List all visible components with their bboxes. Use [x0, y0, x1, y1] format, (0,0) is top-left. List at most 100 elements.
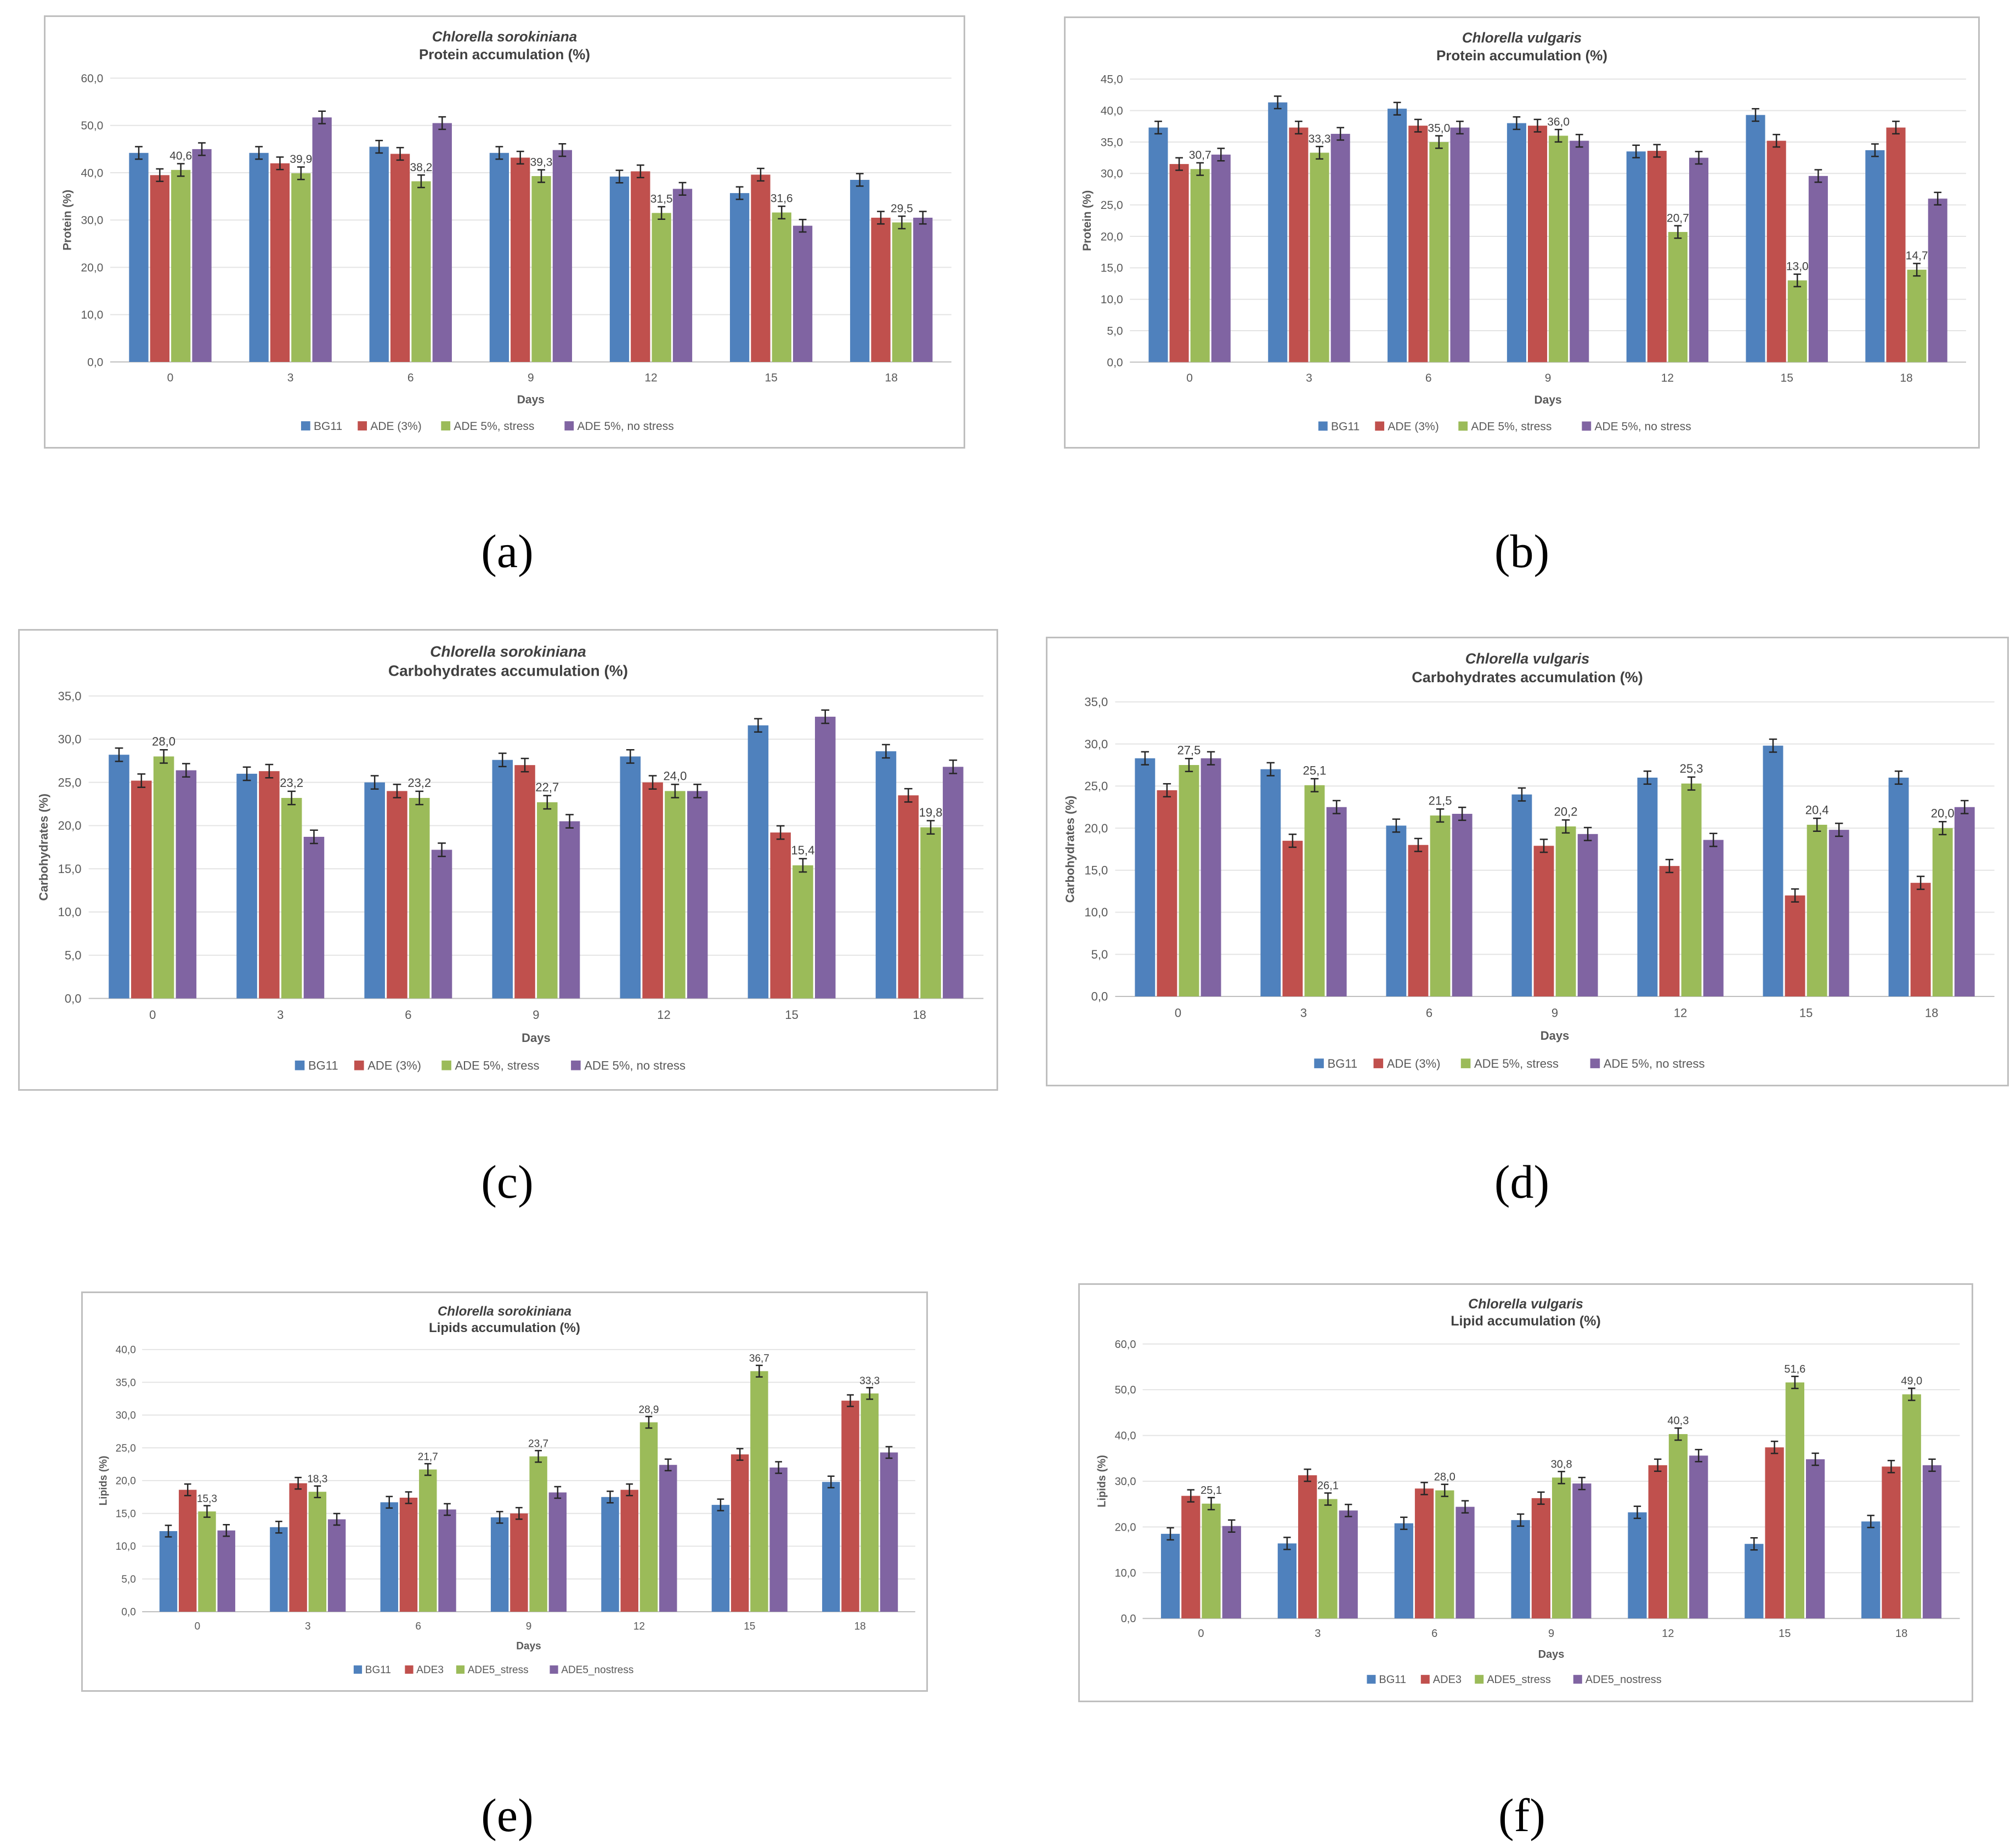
bar-bg11-day-3 [249, 152, 269, 362]
legend-label: BG11 [314, 420, 342, 433]
y-tick-label: 25,0 [58, 775, 82, 789]
legend-label: ADE5_stress [468, 1664, 529, 1676]
bar-ade3-day-15 [1765, 1447, 1784, 1619]
bar-ade-5-no-stress-day-9 [559, 821, 580, 999]
y-tick-label: 20,0 [1115, 1521, 1136, 1533]
bar-ade-5-no-stress-day-12 [1703, 840, 1724, 996]
bar-ade-5-no-stress-day-3 [312, 117, 332, 362]
bar-bg11-day-15 [1745, 1544, 1764, 1619]
bar-ade-5-no-stress-day-3 [303, 836, 325, 999]
data-label: 33,3 [859, 1375, 880, 1387]
bar-ade-3--day-3 [259, 771, 280, 999]
x-tick-label: 12 [1662, 1628, 1674, 1640]
y-tick-label: 50,0 [81, 120, 103, 132]
bar-ade-5-no-stress-day-9 [552, 150, 573, 362]
bar-ade-5-stress-day-12 [1668, 231, 1688, 362]
legend-swatch [1475, 1675, 1484, 1684]
chart-b-protein-vulgaris: Chlorella vulgaris Protein accumulation (… [1064, 16, 1980, 449]
x-tick-label: 12 [644, 372, 657, 384]
data-label: 25,1 [1303, 763, 1327, 777]
data-label: 33,3 [1309, 133, 1331, 145]
x-tick-label: 9 [533, 1008, 539, 1022]
legend-swatch [550, 1665, 558, 1674]
bar-bg11-day-3 [1268, 102, 1288, 362]
bar-ade5-nostress-day-12 [659, 1465, 677, 1612]
bar-ade5-nostress-day-15 [769, 1468, 788, 1612]
legend-swatch [354, 1060, 364, 1070]
bar-ade-5-no-stress-day-0 [1200, 758, 1221, 996]
bar-ade-3--day-12 [631, 171, 650, 362]
bar-bg11-day-18 [1888, 778, 1909, 996]
bar-ade-5-stress-day-18 [1932, 828, 1953, 996]
bar-bg11-day-15 [747, 725, 769, 999]
chart-f-lipids-vulgaris: Chlorella vulgaris Lipid accumulation (%)… [1078, 1283, 1973, 1702]
chart-svg: Chlorella sorokiniana Protein accumulatio… [44, 15, 965, 449]
y-tick-label: 30,0 [1101, 168, 1123, 180]
data-label: 31,6 [771, 192, 793, 205]
bar-bg11-day-3 [1260, 769, 1281, 996]
bar-ade-5-no-stress-day-3 [1326, 807, 1347, 996]
bar-ade3-day-18 [1882, 1466, 1901, 1619]
x-tick-label: 12 [633, 1621, 645, 1632]
bar-ade3-day-0 [179, 1489, 197, 1612]
chart-d-carbs-vulgaris: Chlorella vulgaris Carbohydrates accumula… [1046, 637, 2009, 1086]
bar-ade-5-stress-day-15 [792, 865, 813, 999]
x-tick-label: 0 [1175, 1006, 1181, 1019]
bar-ade-5-no-stress-day-18 [943, 767, 964, 999]
bar-ade-5-stress-day-9 [1549, 135, 1568, 362]
bar-ade5-stress-day-3 [308, 1492, 327, 1612]
bar-bg11-day-18 [822, 1482, 840, 1612]
bar-ade-5-stress-day-0 [171, 169, 191, 362]
y-axis-label: Carbohydrates (%) [1063, 796, 1077, 903]
y-tick-label: 20,0 [58, 819, 82, 832]
bar-bg11-day-12 [1628, 1512, 1647, 1619]
bar-ade-3--day-9 [514, 765, 535, 999]
bar-ade-3--day-9 [1533, 846, 1554, 996]
bar-bg11-day-18 [1865, 150, 1885, 362]
data-label: 28,0 [1434, 1471, 1456, 1483]
legend-label: ADE (3%) [1388, 420, 1439, 433]
bar-bg11-day-9 [1511, 794, 1532, 996]
data-label: 15,4 [791, 843, 815, 857]
x-tick-label: 18 [1895, 1628, 1907, 1640]
legend-label: BG11 [1331, 420, 1360, 433]
legend-label: ADE 5%, stress [454, 420, 534, 433]
bar-ade-5-stress-day-6 [411, 181, 431, 362]
chart-svg: Chlorella vulgaris Carbohydrates accumula… [1046, 637, 2009, 1086]
legend-label: ADE (3%) [367, 1058, 421, 1072]
data-label: 36,0 [1547, 116, 1570, 128]
data-label: 28,9 [639, 1404, 659, 1415]
legend-swatch [1367, 1675, 1376, 1684]
bar-ade-3--day-9 [1528, 126, 1548, 362]
bar-ade5-nostress-day-9 [1572, 1483, 1592, 1619]
x-tick-label: 18 [885, 372, 898, 384]
bar-bg11-day-0 [159, 1531, 178, 1612]
x-tick-label: 18 [1925, 1006, 1938, 1019]
legend-swatch [301, 421, 310, 430]
x-tick-label: 0 [1186, 372, 1193, 384]
bar-bg11-day-15 [729, 193, 750, 362]
x-tick-label: 15 [785, 1008, 798, 1022]
y-tick-label: 10,0 [1084, 905, 1108, 919]
y-tick-label: 35,0 [1101, 136, 1123, 149]
bar-ade-3--day-0 [1169, 164, 1189, 362]
bar-ade5-nostress-day-0 [1222, 1526, 1241, 1619]
panel-label-f: (f) [1498, 1789, 1545, 1842]
y-tick-label: 40,0 [1101, 105, 1123, 117]
legend-label: ADE5_stress [1487, 1674, 1551, 1686]
bar-bg11-day-15 [1746, 115, 1765, 362]
x-axis-label: Days [1534, 394, 1561, 406]
bar-ade-5-stress-day-3 [1304, 785, 1325, 996]
bar-bg11-day-6 [369, 146, 389, 362]
y-tick-label: 60,0 [81, 72, 103, 85]
data-label: 21,7 [418, 1451, 438, 1463]
data-label: 39,3 [530, 156, 553, 168]
bar-ade-3--day-3 [1282, 841, 1303, 996]
y-tick-label: 5,0 [121, 1574, 135, 1585]
bar-ade-5-no-stress-day-6 [431, 849, 452, 999]
y-axis-label: Carbohydrates (%) [37, 794, 50, 901]
bar-ade5-stress-day-12 [639, 1422, 658, 1612]
bar-ade3-day-9 [510, 1513, 528, 1612]
bar-ade5-stress-day-0 [1202, 1503, 1221, 1619]
legend-swatch [353, 1665, 363, 1674]
